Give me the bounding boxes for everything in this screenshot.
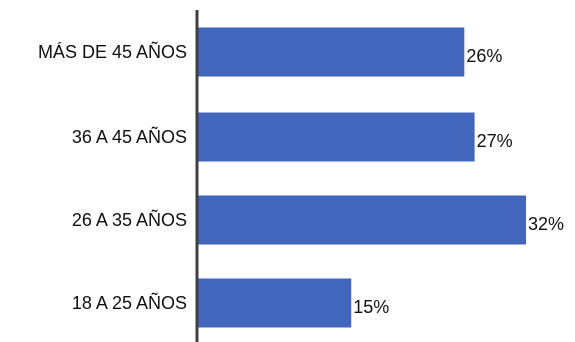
bar-36-a-45-anos (197, 112, 475, 162)
value-label-26-a-35-anos: 32% (528, 214, 564, 234)
value-labels: 26% 27% 32% 15% (353, 46, 564, 317)
category-labels: MÁS DE 45 AÑOS 36 A 45 AÑOS 26 A 35 AÑOS 18… (38, 41, 187, 313)
category-label-18-a-25-anos: 18 A 25 AÑOS (72, 292, 187, 313)
value-label-mas-de-45-anos: 26% (466, 46, 502, 66)
category-label-36-a-45-anos: 36 A 45 AÑOS (72, 126, 187, 147)
category-label-26-a-35-anos: 26 A 35 AÑOS (72, 209, 187, 230)
bar-26-a-35-anos (197, 195, 526, 245)
bar-18-a-25-anos (197, 278, 352, 328)
value-label-36-a-45-anos: 27% (477, 131, 513, 151)
value-label-18-a-25-anos: 15% (353, 297, 389, 317)
bar-mas-de-45-anos (197, 27, 465, 77)
bars-group (197, 27, 526, 328)
category-label-mas-de-45-anos: MÁS DE 45 AÑOS (38, 41, 187, 62)
